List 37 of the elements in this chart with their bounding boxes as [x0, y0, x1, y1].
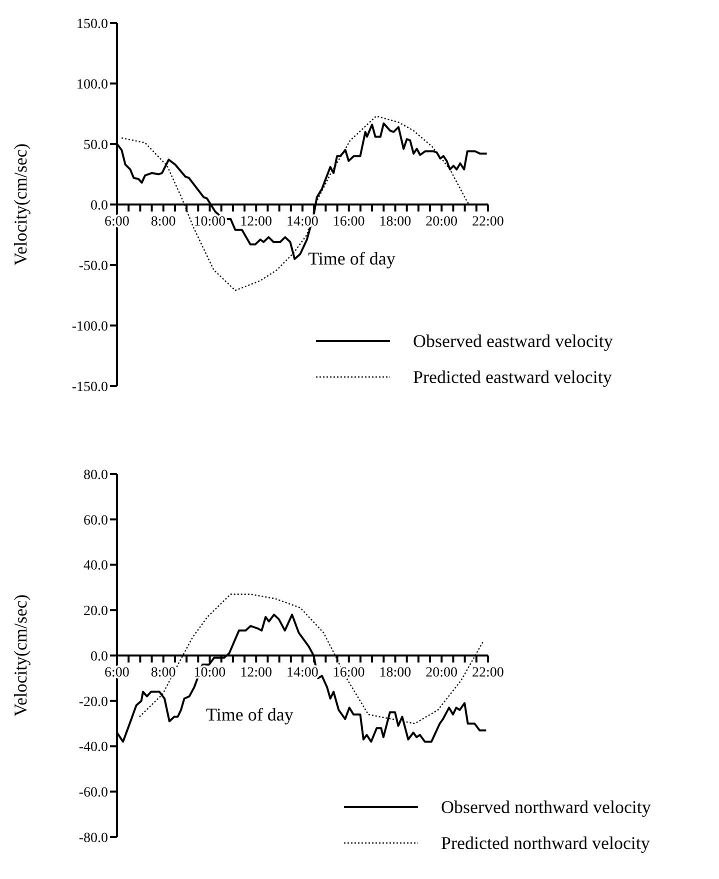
x-tick-label: 10:00: [194, 214, 226, 230]
y-tick-label: 150.0: [76, 16, 108, 32]
y-tick-label: -150.0: [72, 380, 108, 395]
x-tick-label: 8:00: [150, 214, 176, 230]
y-tick-label: -60.0: [78, 786, 108, 801]
y-tick-label: -80.0: [78, 830, 108, 846]
x-tick-label: 20:00: [426, 666, 458, 680]
x-tick-label: 18:00: [379, 214, 412, 230]
x-axis-title: Time of day: [308, 248, 396, 268]
y-tick-label: 0.0: [90, 198, 108, 214]
legend-label: Observed northward velocity: [441, 796, 651, 818]
x-tick-label: 20:00: [426, 214, 458, 230]
y-tick-label: -40.0: [78, 740, 108, 756]
x-tick-label: 22:00: [472, 214, 504, 230]
y-axis-title: Velocity(cm/sec): [10, 594, 30, 716]
y-tick-label: 20.0: [84, 604, 108, 620]
x-axis-title: Time of day: [206, 704, 294, 724]
y-tick-label: 100.0: [76, 77, 108, 92]
y-tick-label: -20.0: [78, 694, 108, 710]
x-tick-label: 22:00: [472, 666, 504, 680]
x-tick-label: 18:00: [379, 666, 412, 680]
y-tick-label: 50.0: [84, 138, 108, 153]
x-tick-label: 16:00: [332, 666, 365, 680]
y-tick-label: -50.0: [78, 258, 108, 274]
y-tick-label: 80.0: [84, 468, 108, 483]
y-tick-label: 0.0: [90, 649, 108, 664]
x-tick-label: 12:00: [240, 214, 272, 230]
y-tick-label: 40.0: [84, 558, 108, 574]
x-tick-label: 16:00: [332, 214, 365, 230]
legend-label: Predicted eastward velocity: [413, 366, 612, 388]
legend-label: Predicted northward velocity: [441, 832, 650, 854]
y-axis-title: Velocity(cm/sec): [10, 144, 30, 266]
legend-label: Observed eastward velocity: [413, 330, 613, 352]
y-tick-label: -100.0: [72, 319, 108, 334]
y-tick-label: 60.0: [84, 513, 108, 528]
x-tick-label: 8:00: [150, 666, 176, 680]
x-tick-label: 12:00: [240, 666, 272, 680]
